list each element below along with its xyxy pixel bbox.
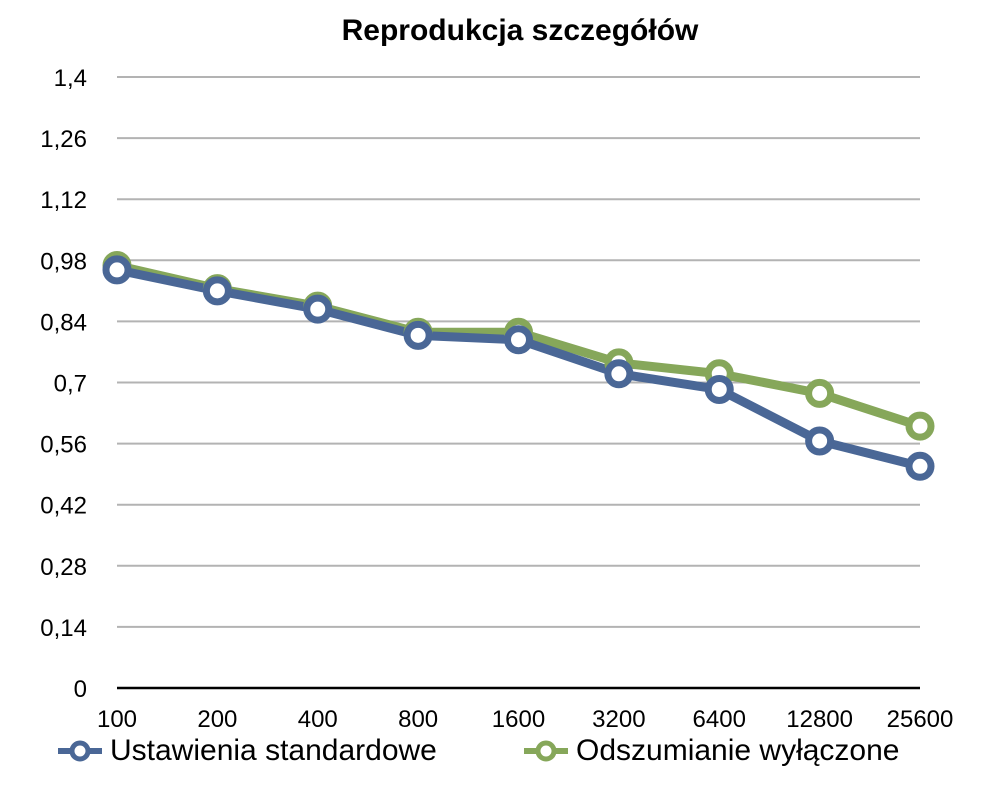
legend: Ustawienia standardowe Odszumianie wyłąc… bbox=[0, 728, 999, 778]
y-tick-label: 0,84 bbox=[40, 309, 87, 336]
data-point-standard bbox=[504, 325, 533, 355]
legend-item-noise-off: Odszumianie wyłączone bbox=[524, 734, 899, 768]
data-point-standard bbox=[403, 320, 433, 350]
legend-marker-standard bbox=[58, 740, 102, 762]
data-point-standard bbox=[805, 426, 835, 456]
data-point-standard bbox=[102, 255, 132, 285]
y-tick-label: 0,7 bbox=[54, 371, 87, 398]
x-tick-label: 400 bbox=[298, 706, 338, 733]
legend-label-standard: Ustawienia standardowe bbox=[110, 734, 437, 767]
y-tick-label: 1,4 bbox=[54, 65, 87, 92]
chart-title: Reprodukcja szczegółów bbox=[341, 14, 699, 47]
x-tick-label: 1600 bbox=[492, 706, 545, 733]
series-line-standard bbox=[112, 265, 925, 471]
y-tick-label: 0,42 bbox=[40, 493, 87, 520]
data-point-standard bbox=[202, 276, 232, 306]
x-tick-label: 12800 bbox=[786, 706, 853, 733]
data-point-standard bbox=[303, 294, 333, 324]
x-tick-label: 800 bbox=[398, 706, 438, 733]
x-tick-label: 25600 bbox=[887, 706, 954, 733]
legend-item-standard: Ustawienia standardowe bbox=[58, 734, 437, 768]
legend-marker-noise-off bbox=[524, 740, 568, 762]
y-tick-label: 0,28 bbox=[40, 554, 87, 581]
x-tick-label: 200 bbox=[197, 706, 237, 733]
data-point-standard bbox=[604, 359, 634, 389]
x-tick-label: 3200 bbox=[592, 706, 645, 733]
y-tick-label: 0,98 bbox=[40, 248, 87, 275]
y-tick-label: 1,26 bbox=[40, 126, 87, 153]
y-tick-label: 0,56 bbox=[40, 432, 87, 459]
data-point-standard bbox=[704, 374, 734, 404]
legend-label-noise-off: Odszumianie wyłączone bbox=[576, 734, 900, 767]
y-tick-label: 0 bbox=[74, 676, 87, 703]
data-point-noise-off bbox=[905, 411, 935, 441]
x-tick-label: 6400 bbox=[693, 706, 746, 733]
y-tick-label: 0,14 bbox=[40, 615, 87, 642]
y-tick-label: 1,12 bbox=[40, 187, 87, 214]
data-point-noise-off bbox=[805, 378, 835, 408]
x-tick-label: 100 bbox=[97, 706, 137, 733]
data-point-standard bbox=[905, 451, 935, 481]
